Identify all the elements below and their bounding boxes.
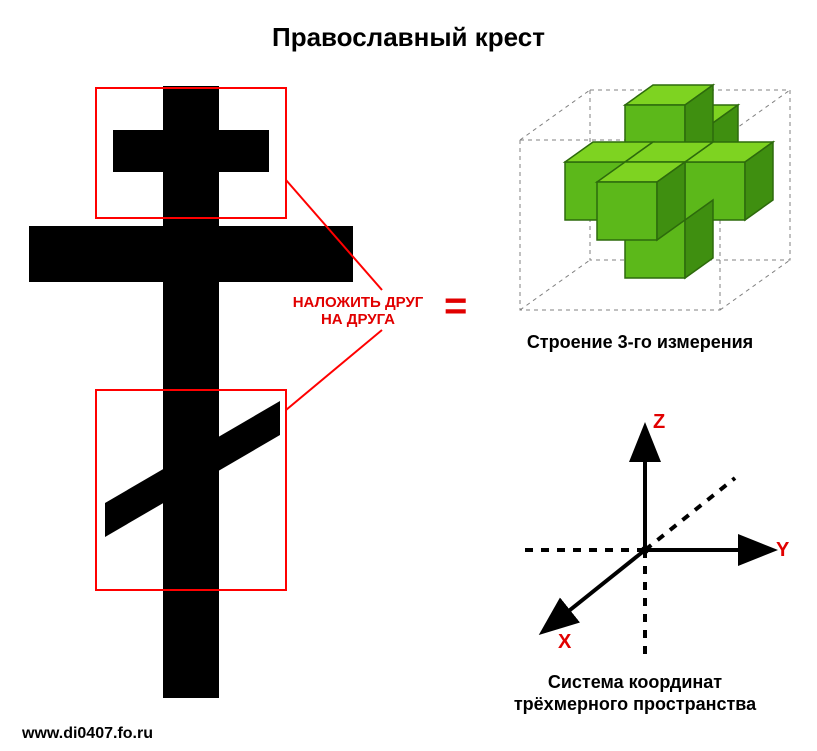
footer-link: www.di0407.fo.ru — [22, 725, 153, 743]
caption-coords-line2: трёхмерного пространства — [514, 694, 756, 714]
overlay-line2: НА ДРУГА — [321, 311, 395, 328]
equals-sign: = — [444, 284, 467, 329]
axis-z-label: Z — [653, 411, 665, 433]
axis-x-label: X — [558, 631, 572, 653]
overlay-label: НАЛОЖИТЬ ДРУГ НА ДРУГА — [278, 294, 438, 329]
coord-axes: Z Y X — [460, 400, 800, 680]
caption-coords-line1: Система координат — [548, 672, 722, 692]
caption-coords: Система координат трёхмерного пространст… — [470, 672, 800, 715]
caption-3d: Строение 3-го измерения — [480, 332, 800, 353]
cube-3d-cross — [480, 70, 800, 330]
orthodox-cross — [0, 0, 420, 740]
axis-y-label: Y — [776, 539, 790, 561]
overlay-line1: НАЛОЖИТЬ ДРУГ — [293, 294, 424, 311]
